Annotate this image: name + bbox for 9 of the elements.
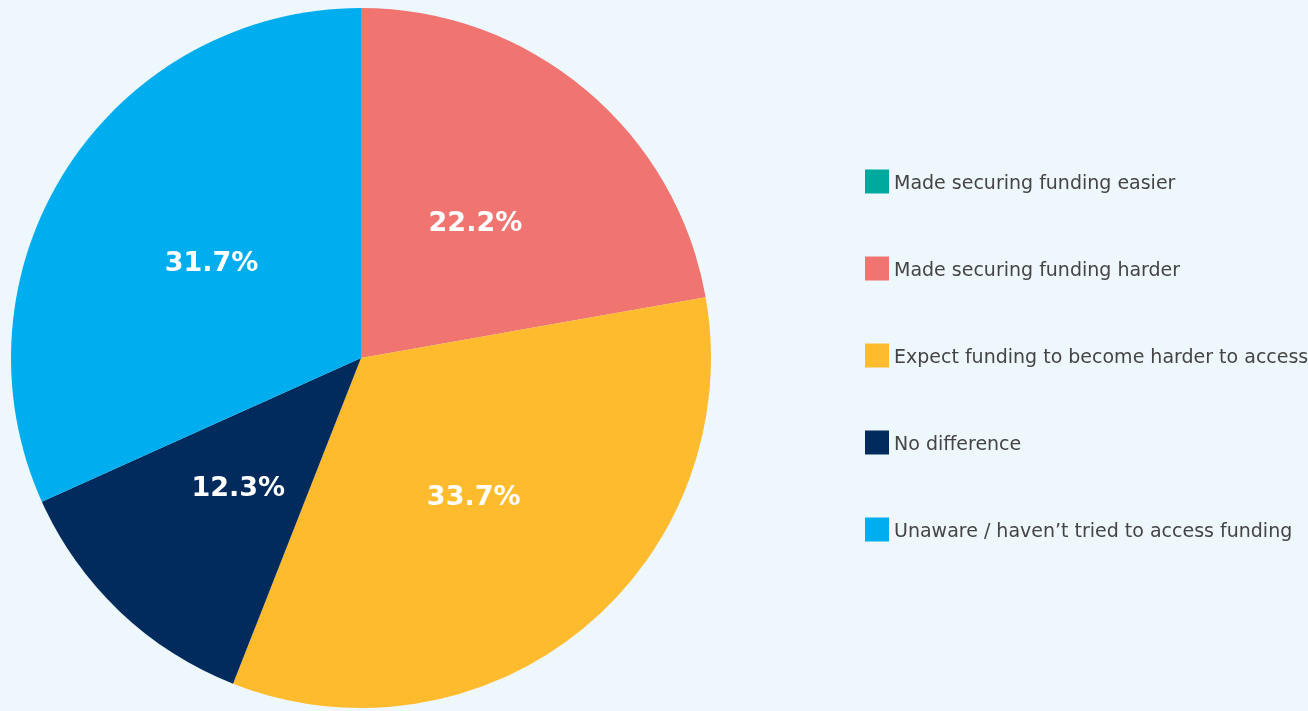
legend-label: No difference (894, 431, 1022, 454)
data-label: 12.3% (191, 471, 286, 503)
data-label: 31.7% (164, 245, 259, 277)
data-label: 22.2% (428, 206, 523, 238)
legend-label: Made securing funding harder (894, 257, 1181, 280)
legend-label: Made securing funding easier (894, 170, 1176, 193)
data-label: 33.7% (426, 480, 521, 512)
legend-label: Unaware / haven’t tried to access funding (894, 518, 1293, 541)
legend-label: Expect funding to become harder to access (894, 344, 1308, 367)
